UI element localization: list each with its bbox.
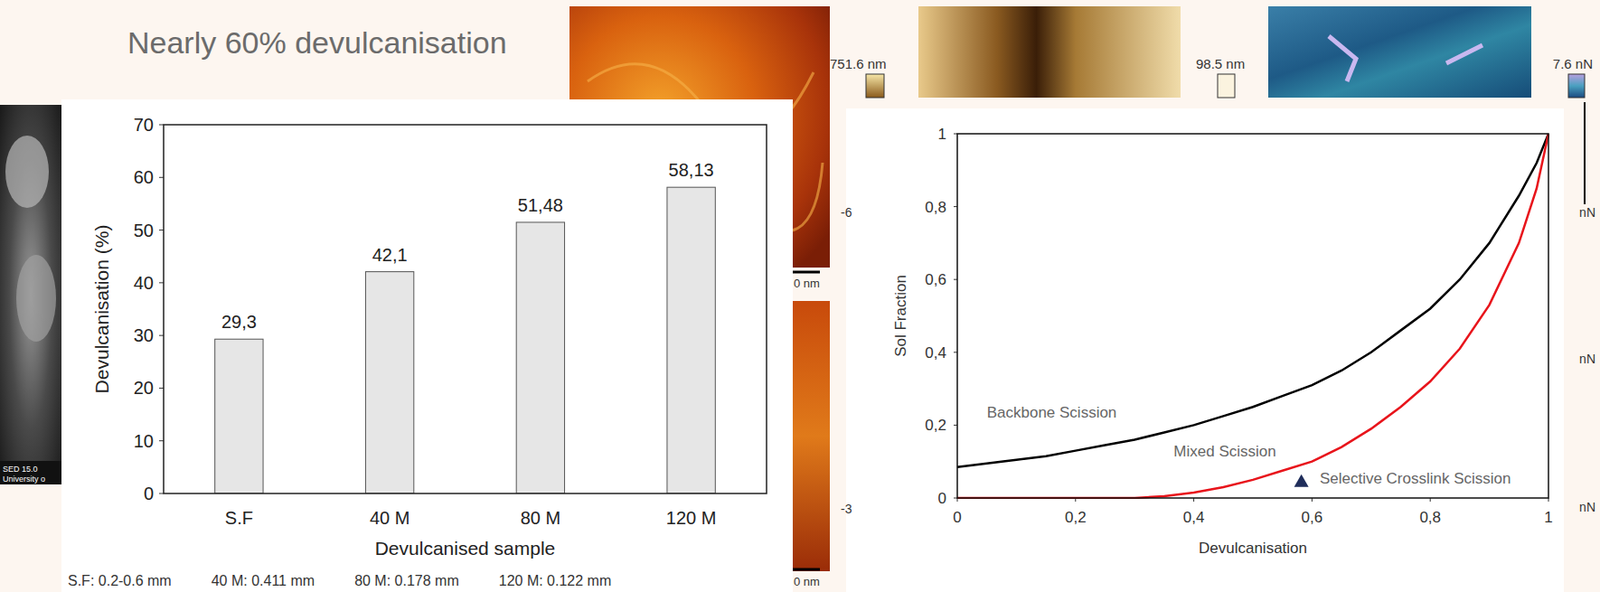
tick-label: 10: [133, 431, 154, 452]
category-label: 120 M: [666, 508, 717, 528]
image-label: 7.6 nN: [1552, 56, 1593, 72]
tick-label: 1: [1543, 508, 1553, 527]
tick-label: 70: [133, 114, 154, 135]
data-label: 58,13: [668, 160, 715, 180]
line: [957, 133, 1549, 468]
tick-label: 0: [143, 483, 154, 504]
annotation: Backbone Scission: [987, 404, 1118, 422]
afm-image: [918, 6, 1181, 98]
image-label: nN: [1579, 351, 1596, 367]
tick-label: 0,8: [924, 198, 947, 217]
axis-title: Sol Fraction: [892, 274, 910, 358]
bar: [365, 272, 414, 494]
sem-image: [0, 104, 62, 485]
scale-bar: [792, 568, 820, 572]
image-label: 0 nm: [793, 574, 820, 589]
tick-label: 20: [133, 377, 154, 398]
data-label: 51,48: [517, 195, 564, 216]
footnote: 120 M: 0.122 mm: [498, 573, 612, 589]
afm-image: [1268, 6, 1532, 98]
category-label: 80 M: [520, 508, 561, 528]
bar: [667, 187, 716, 494]
color-bar: [865, 74, 885, 98]
data-label: 42,1: [372, 244, 408, 265]
annotation: Mixed Scission: [1173, 442, 1276, 461]
tick-label: 0: [952, 508, 961, 527]
tick-label: 0,2: [1064, 508, 1087, 527]
tick-label: 0,2: [924, 416, 947, 434]
series: [957, 133, 1549, 499]
image-label: nN: [1579, 499, 1596, 515]
sem-particle: [5, 135, 49, 208]
tick-label: 50: [133, 220, 154, 241]
line-chart: 0 0,2 0,4 0,6 0,8 1 0 0,2 0,4 0,6 0,8 1 Backbone Sci…: [892, 125, 1553, 557]
afm-texture: [1328, 36, 1483, 82]
color-bar: [1568, 74, 1585, 98]
tick-label: 30: [133, 325, 154, 346]
tick-label: 1: [938, 125, 947, 143]
image-label: 98.5 nm: [1195, 56, 1245, 72]
tick-label: 0,4: [1183, 508, 1205, 527]
data-label: 29,3: [221, 311, 257, 332]
color-bar-axis: [1583, 102, 1586, 205]
footnote: 80 M: 0.178 mm: [354, 573, 460, 589]
slide: 751.6 nm 98.5 nm 7.6 nN -6 0 nm -3 0 nm nN nN nN S…: [0, 0, 1600, 592]
panel: [846, 108, 1564, 592]
plot-frame: [957, 133, 1549, 499]
tick-label: 0,6: [1301, 508, 1324, 527]
tick-label: 0: [938, 489, 947, 508]
bar: [215, 338, 264, 494]
footnote: S.F: 0.2-0.6 mm: [67, 573, 172, 589]
category-label: 40 M: [369, 508, 410, 528]
sem-info-bar: [0, 461, 62, 485]
footnote: 40 M: 0.411 mm: [211, 573, 315, 589]
image-label: -3: [840, 501, 853, 517]
tick-label: 60: [133, 167, 154, 188]
axis-title: Devulcanisation: [1198, 539, 1308, 557]
image-label: 751.6 nm: [829, 56, 887, 72]
scale-bar: [792, 271, 820, 274]
image-label: nN: [1579, 205, 1596, 220]
bar: [516, 222, 565, 494]
bars: [215, 187, 716, 494]
sem-particle: [16, 254, 57, 342]
tick-label: 0,8: [1419, 508, 1441, 527]
slide-title: Nearly 60% devulcanisation: [127, 25, 508, 60]
tick-label: 0,6: [924, 271, 947, 289]
point: [1294, 474, 1309, 488]
category-label: S.F: [225, 508, 254, 528]
plot-frame: [163, 124, 767, 494]
afm-image: [790, 301, 830, 572]
image-label: SED 15.0: [2, 464, 38, 474]
tick-label: 0,4: [924, 344, 947, 362]
tick-label: 40: [133, 272, 154, 293]
image-label: -6: [840, 205, 853, 220]
image-label: 0 nm: [793, 276, 820, 291]
bar-chart: 0 10 20 30 40 50 60 70 S.F 40 M 80 M 120 M 29,3 42,1 5…: [67, 114, 767, 589]
axis-title: Devulcanisation (%): [91, 225, 113, 395]
color-bar: [1217, 74, 1235, 98]
axis-title: Devulcanised sample: [375, 537, 556, 559]
annotation: Selective Crosslink Scission: [1319, 470, 1512, 488]
line: [957, 133, 1549, 499]
image-label: University o: [2, 474, 46, 484]
panel: [61, 99, 793, 592]
